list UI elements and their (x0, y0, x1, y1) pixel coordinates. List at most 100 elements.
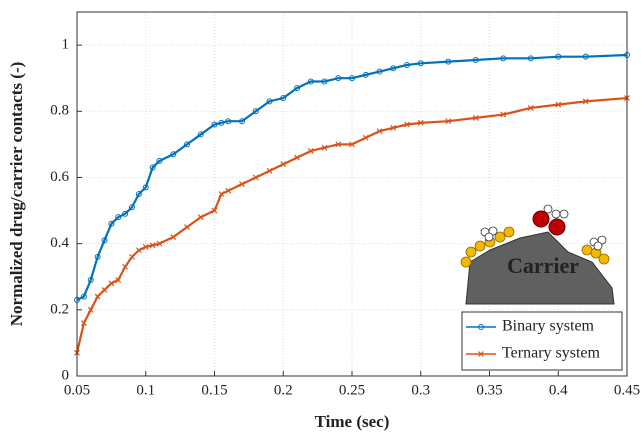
marker (149, 242, 156, 249)
y-tick-label: 0.8 (50, 103, 69, 119)
marker (390, 124, 397, 131)
marker (87, 306, 94, 313)
marker (376, 68, 383, 75)
marker (266, 167, 273, 174)
marker (335, 141, 342, 148)
marker (115, 214, 122, 221)
inset-label: Carrier (507, 253, 579, 278)
marker (527, 105, 534, 111)
x-tick-label: 0.1 (136, 382, 155, 398)
marker (225, 118, 232, 125)
x-tick-label: 0.05 (64, 382, 90, 398)
marker (211, 121, 218, 128)
marker (135, 247, 142, 254)
marker (445, 58, 452, 65)
marker (94, 253, 101, 260)
marker (142, 184, 149, 191)
marker (500, 111, 507, 118)
x-tick-label: 0.35 (476, 382, 502, 398)
marker (294, 85, 300, 92)
marker (500, 55, 507, 62)
carrier-shape (465, 231, 615, 305)
marker (404, 121, 410, 128)
marker (349, 141, 355, 148)
x-tick-label: 0.15 (201, 382, 227, 398)
marker (390, 65, 397, 72)
marker (321, 144, 328, 151)
marker (129, 253, 135, 260)
marker (472, 114, 479, 121)
marker (362, 134, 369, 141)
drug-particles (532, 210, 566, 236)
marker (142, 244, 149, 250)
marker (218, 119, 225, 126)
x-tick-label: 0.45 (614, 382, 640, 398)
marker (417, 60, 424, 67)
marker (349, 75, 355, 82)
marker (122, 263, 129, 270)
marker (239, 181, 245, 187)
x-axis-label: Time (sec) (315, 412, 390, 431)
series-line (75, 96, 628, 354)
marker (239, 118, 245, 125)
marker (252, 174, 259, 181)
marker (321, 78, 328, 85)
legend-box (461, 311, 623, 371)
marker (108, 280, 115, 287)
legend-label: Ternary system (502, 345, 601, 362)
marker (280, 161, 287, 168)
marker (115, 277, 122, 283)
marker (94, 293, 101, 300)
marker (280, 95, 287, 102)
marker (472, 56, 479, 63)
marker (122, 210, 129, 217)
y-tick-label: 0.6 (50, 169, 69, 185)
marker (252, 108, 259, 115)
marker (294, 154, 300, 161)
marker (307, 78, 314, 85)
marker (170, 151, 177, 158)
marker (582, 98, 589, 105)
marker (156, 240, 163, 247)
marker (80, 320, 87, 326)
marker (445, 118, 452, 125)
y-tick-label: 0.4 (50, 235, 69, 251)
ternary-particles (480, 204, 607, 251)
marker (218, 191, 225, 197)
x-tick-label: 0.25 (339, 382, 365, 398)
marker (266, 98, 273, 105)
marker (129, 204, 135, 211)
marker (184, 141, 190, 148)
marker (225, 187, 232, 194)
marker (417, 119, 424, 126)
marker (101, 287, 108, 293)
marker (527, 55, 534, 62)
x-tick-label: 0.3 (411, 382, 430, 398)
y-tick-label: 0 (62, 367, 70, 383)
marker (101, 237, 108, 244)
marker (184, 224, 190, 231)
marker (582, 53, 589, 60)
marker (80, 293, 87, 300)
carrier-illustration: Carrier (460, 204, 615, 305)
marker (170, 234, 177, 240)
marker (87, 277, 94, 284)
series-line (76, 53, 628, 301)
marker (156, 157, 163, 164)
marker (478, 351, 484, 357)
y-axis-label: Normalized drug/carrier contacts (-) (7, 62, 26, 327)
y-tick-label: 1 (62, 37, 70, 53)
marker (197, 214, 204, 221)
legend: Binary system Ternary system (461, 311, 623, 371)
marker (404, 61, 410, 68)
marker (478, 324, 484, 330)
marker (307, 148, 314, 154)
marker (376, 128, 383, 135)
marker (108, 220, 115, 227)
x-tick-label: 0.2 (274, 382, 293, 398)
marker (211, 207, 218, 214)
marker (197, 131, 204, 138)
marker (362, 71, 369, 78)
